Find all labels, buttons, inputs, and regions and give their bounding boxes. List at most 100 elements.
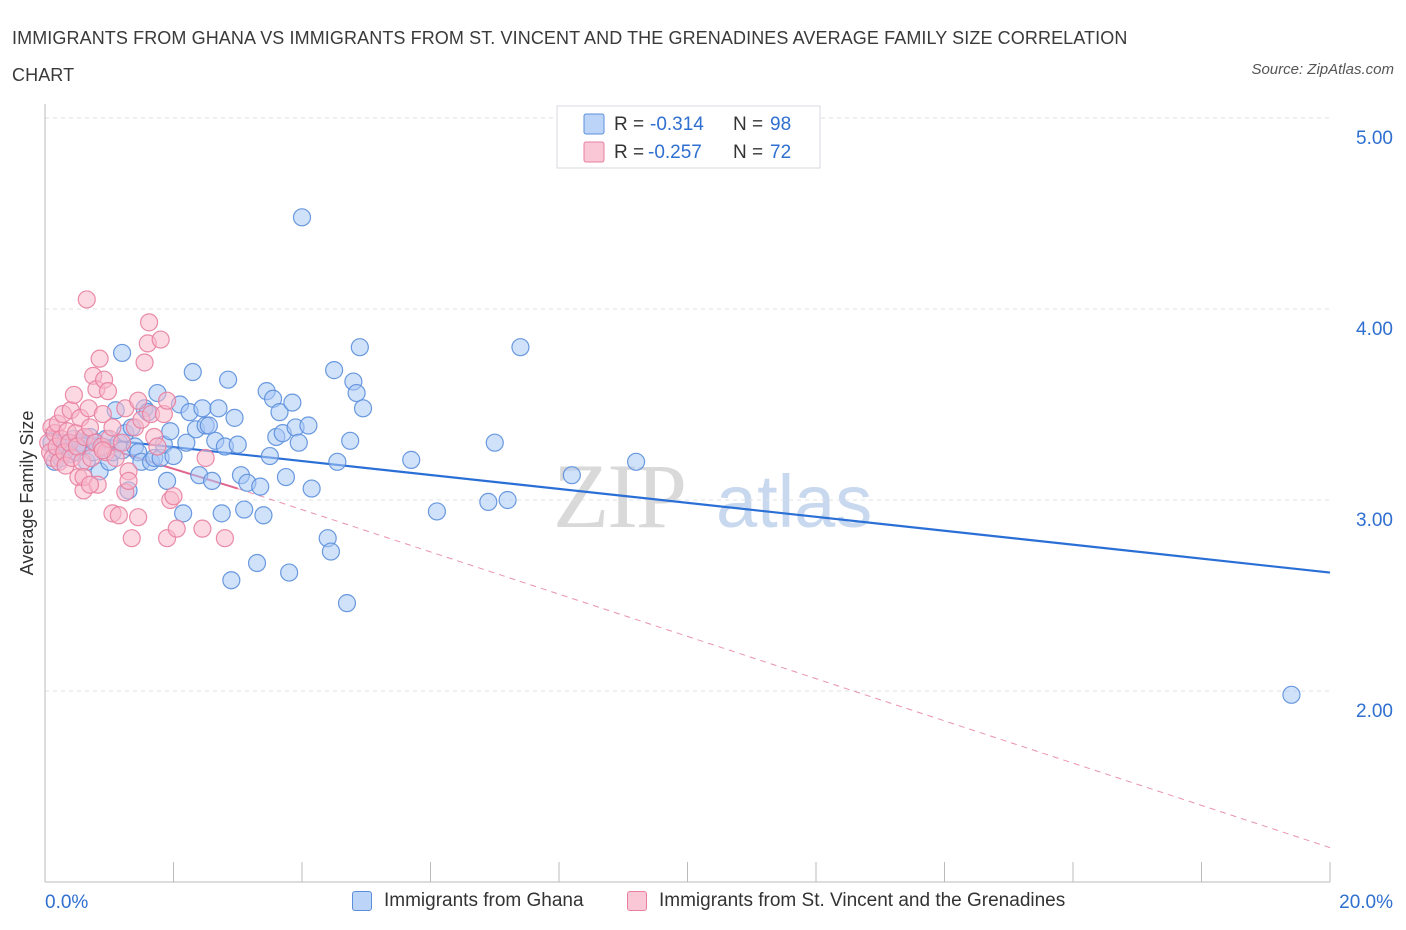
ghana-point (485, 433, 504, 452)
ghana-point (299, 416, 318, 435)
ghana-point (347, 383, 366, 403)
ghana-point (402, 450, 421, 469)
y-tick-label: 5.00 (1356, 128, 1393, 149)
ghana-point (235, 500, 254, 519)
legend-item-ghana: Immigrants from Ghana (352, 890, 584, 912)
legend-label-ghana: Immigrants from Ghana (384, 890, 584, 911)
st-vincent-point (103, 418, 122, 437)
correlation-legend: R = -0.314 N = 98 R = -0.257 N = 72 (556, 105, 821, 169)
st-vincent-point (129, 391, 148, 410)
legend-r-value-2: -0.257 (648, 142, 702, 163)
legend-swatch-blue (583, 113, 605, 135)
ghana-point (270, 403, 289, 422)
ghana-point (1282, 685, 1301, 704)
st-vincent-point (157, 391, 177, 410)
trend-lines (44, 428, 1331, 849)
y-tick-label: 2.00 (1356, 701, 1393, 722)
ghana-point (498, 490, 517, 510)
ghana-point (161, 422, 180, 441)
st-vincent-point (93, 441, 112, 460)
st-vincent-point (119, 471, 138, 490)
watermark: ZIP atlas (553, 445, 872, 547)
ghana-point (199, 416, 218, 435)
legend-item-st-vincent: Immigrants from St. Vincent and the Gren… (627, 890, 1065, 912)
ghana-point (225, 408, 244, 427)
st-vincent-point (98, 382, 118, 401)
legend-r-label-1: R = (614, 114, 644, 135)
st-vincent-point (77, 290, 96, 309)
ghana-point (164, 446, 183, 466)
legend-swatch-st-vincent (627, 891, 647, 911)
st-vincent-point (109, 506, 128, 525)
ghana-point (209, 399, 228, 418)
ghana-point (212, 504, 231, 523)
st-vincent-point (135, 353, 154, 372)
axes (44, 104, 1331, 883)
ghana-point (283, 393, 302, 412)
ghana-point (251, 477, 270, 496)
legend-label-st-vincent: Immigrants from St. Vincent and the Gren… (659, 890, 1066, 911)
legend-r-value-1: -0.314 (650, 114, 704, 135)
ghana-point (193, 399, 212, 418)
st-vincent-point (112, 433, 132, 452)
st-vincent-point (167, 519, 186, 538)
ghana-point (302, 479, 321, 498)
ghana-point (350, 338, 369, 357)
st-vincent-point (151, 330, 170, 349)
st-vincent-point (64, 385, 84, 405)
st-vincent-point (196, 448, 215, 468)
st-vincent-point (139, 313, 159, 332)
ghana-point (562, 466, 581, 485)
ghana-point (174, 504, 193, 523)
series-legend: Immigrants from Ghana Immigrants from St… (0, 886, 1406, 918)
legend-swatch-ghana (352, 891, 372, 911)
legend-n-label-2: N = (733, 142, 763, 163)
ghana-point (626, 452, 646, 471)
grid (45, 117, 1330, 692)
ghana-point (337, 594, 357, 613)
data-points (39, 208, 1301, 704)
ghana-point (112, 343, 132, 363)
y-axis-label: Average Family Size (17, 411, 37, 576)
st-vincent-point (148, 437, 167, 456)
ghana-point (511, 338, 530, 357)
x-tick-label-right: 20.0% (1339, 892, 1393, 913)
ghana-point (276, 467, 296, 487)
ghana-trend-line (44, 432, 1331, 574)
st-vincent-point (122, 529, 141, 548)
st-vincent-point (90, 349, 109, 368)
ghana-point (222, 571, 241, 590)
ghana-point (260, 446, 279, 466)
ghana-point (254, 506, 273, 525)
st-vincent-trend-extension (237, 488, 1331, 849)
ghana-point (328, 452, 347, 471)
ghana-point (353, 399, 373, 418)
st-vincent-point (164, 487, 183, 506)
ghana-point (292, 208, 312, 227)
tick-labels: 5.00 4.00 3.00 2.00 0.0% 20.0% (45, 128, 1393, 913)
legend-swatch-pink (583, 141, 605, 163)
ghana-point (183, 362, 202, 382)
ghana-point (219, 370, 238, 389)
ghana-point (289, 433, 308, 452)
legend-r-label-2: R = (614, 142, 644, 163)
st-vincent-point (215, 529, 234, 548)
watermark-atlas: atlas (716, 460, 872, 543)
ghana-point (321, 542, 341, 561)
st-vincent-point (129, 508, 148, 527)
st-vincent-point (193, 519, 212, 538)
legend-n-label-1: N = (733, 114, 763, 135)
ghana-point (479, 492, 498, 512)
ghana-point (157, 471, 177, 490)
chart-title: IMMIGRANTS FROM GHANA VS IMMIGRANTS FROM… (12, 28, 1128, 85)
st-vincent-point (93, 404, 112, 424)
x-tick-label-left: 0.0% (45, 892, 88, 913)
ghana-point (341, 431, 360, 450)
y-tick-label: 4.00 (1356, 319, 1393, 340)
ghana-point (202, 471, 222, 490)
legend-n-value-2: 72 (770, 142, 791, 163)
source-label: Source: ZipAtlas.com (1251, 61, 1394, 78)
ghana-point (427, 502, 447, 521)
legend-n-value-1: 98 (770, 114, 791, 135)
